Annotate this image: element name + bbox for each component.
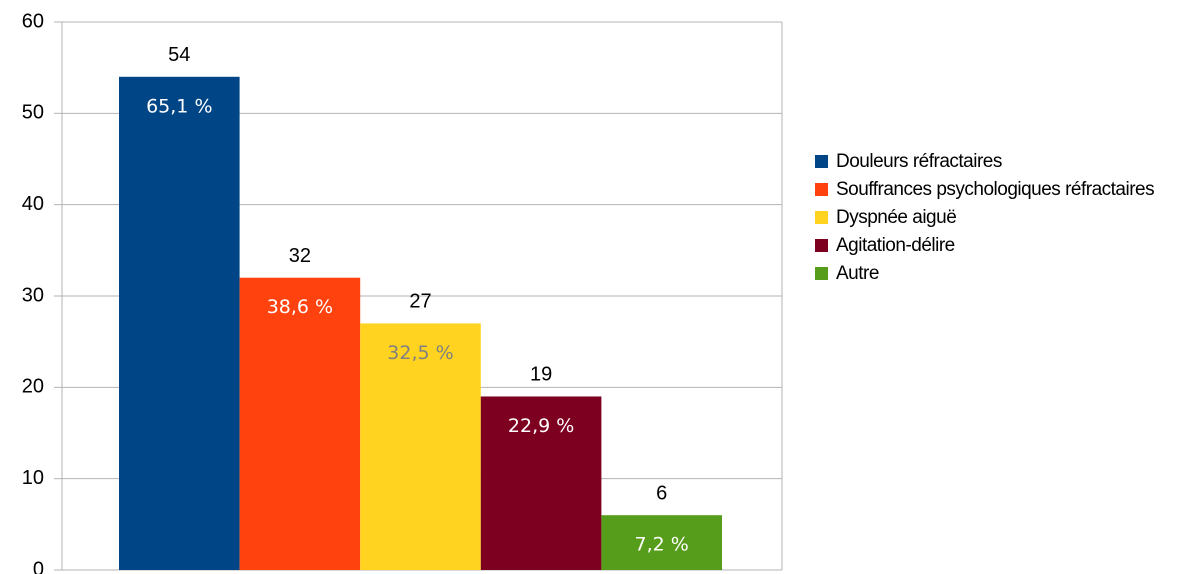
chart: 0 10 20 30 40 50 60 54 65,1 % 32 38,6 % 27 32,5 % 19 2… bbox=[22, 10, 783, 574]
value-label: 6 bbox=[656, 482, 667, 504]
legend-label: Agitation-délire bbox=[836, 235, 955, 256]
value-label: 54 bbox=[168, 44, 190, 66]
bar bbox=[239, 277, 361, 570]
y-tick-label: 30 bbox=[22, 284, 44, 306]
y-tick-label: 0 bbox=[33, 558, 44, 574]
legend-swatch bbox=[815, 211, 828, 224]
legend-swatch bbox=[815, 267, 828, 280]
legend-item: Souffrances psychologiques réfrac­taires bbox=[815, 178, 1175, 201]
legend-label: Autre bbox=[836, 263, 879, 284]
y-tick-label: 20 bbox=[22, 376, 44, 398]
legend-label: Dyspnée aiguë bbox=[836, 207, 957, 228]
y-tick-label: 60 bbox=[22, 10, 44, 32]
legend-item: Agitation-délire bbox=[815, 234, 1175, 257]
legend-item: Douleurs réfractaires bbox=[815, 150, 1175, 173]
legend-label: Douleurs réfractaires bbox=[836, 151, 1002, 172]
legend-label: Souffrances psychologiques réfrac­taires bbox=[836, 179, 1155, 200]
value-label: 19 bbox=[530, 364, 552, 386]
legend-swatch bbox=[815, 155, 828, 168]
value-label: 27 bbox=[409, 291, 431, 313]
percent-label: 7,2 % bbox=[635, 534, 689, 556]
bar bbox=[360, 323, 481, 570]
percent-label: 38,6 % bbox=[267, 296, 333, 318]
bar bbox=[119, 76, 240, 571]
legend-swatch bbox=[815, 183, 828, 196]
percent-label: 65,1 % bbox=[146, 95, 212, 117]
y-tick-label: 40 bbox=[22, 193, 44, 215]
y-tick-label: 50 bbox=[22, 102, 44, 124]
percent-label: 32,5 % bbox=[387, 342, 453, 364]
percent-label: 22,9 % bbox=[508, 415, 574, 437]
legend-item: Autre bbox=[815, 262, 1175, 285]
legend: Douleurs réfractaires Souffrances psychol… bbox=[815, 150, 1175, 290]
bar bbox=[480, 396, 602, 570]
legend-item: Dyspnée aiguë bbox=[815, 206, 1175, 229]
value-label: 32 bbox=[289, 245, 311, 267]
legend-swatch bbox=[815, 239, 828, 252]
y-tick-label: 10 bbox=[22, 467, 44, 489]
bar bbox=[601, 515, 722, 570]
